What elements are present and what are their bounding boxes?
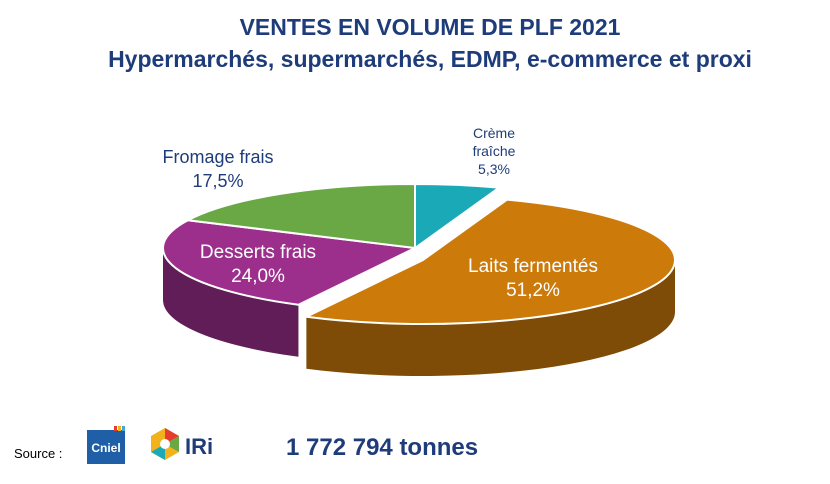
slice-name-2: Desserts frais	[200, 242, 316, 263]
slice-value-1: 51,2%	[506, 280, 560, 301]
slice-label-1: Laits fermentés 51,2%	[468, 256, 598, 301]
pie-slice-2	[162, 219, 419, 306]
source-label: Source :	[14, 446, 63, 461]
iri-logo-text: IRi	[185, 434, 213, 459]
iri-logo: IRi	[151, 428, 213, 460]
slice-label-3: Fromage frais 17,5%	[162, 147, 273, 191]
cniel-logo-text: Cniel	[91, 441, 120, 455]
slice-name-0: fraîche	[473, 143, 516, 159]
pie-slice-1	[303, 198, 676, 325]
cniel-logo: Cniel	[87, 426, 125, 464]
slice-value-3: 17,5%	[192, 171, 243, 191]
slice-value-2: 24,0%	[231, 266, 285, 287]
slice-name-1: Laits fermentés	[468, 256, 598, 277]
slice-label-0: Crème fraîche 5,3%	[473, 125, 516, 177]
total-volume: 1 772 794 tonnes	[286, 434, 479, 461]
chart-subtitle: Hypermarchés, supermarchés, EDMP, e-comm…	[108, 46, 752, 72]
pie-slice-side-2	[163, 248, 299, 357]
slice-name-3: Fromage frais	[162, 147, 273, 167]
chart-title: VENTES EN VOLUME DE PLF 2021	[239, 14, 621, 40]
pie-chart: Crème fraîche 5,3% Laits fermentés 51,2% Dess…	[162, 125, 676, 376]
slice-value-0: 5,3%	[478, 161, 510, 177]
pie-slice-side-1	[306, 260, 675, 376]
slice-name-0: Crème	[473, 125, 515, 141]
slice-label-2: Desserts frais 24,0%	[200, 242, 316, 287]
pie-slice-3	[184, 182, 416, 250]
